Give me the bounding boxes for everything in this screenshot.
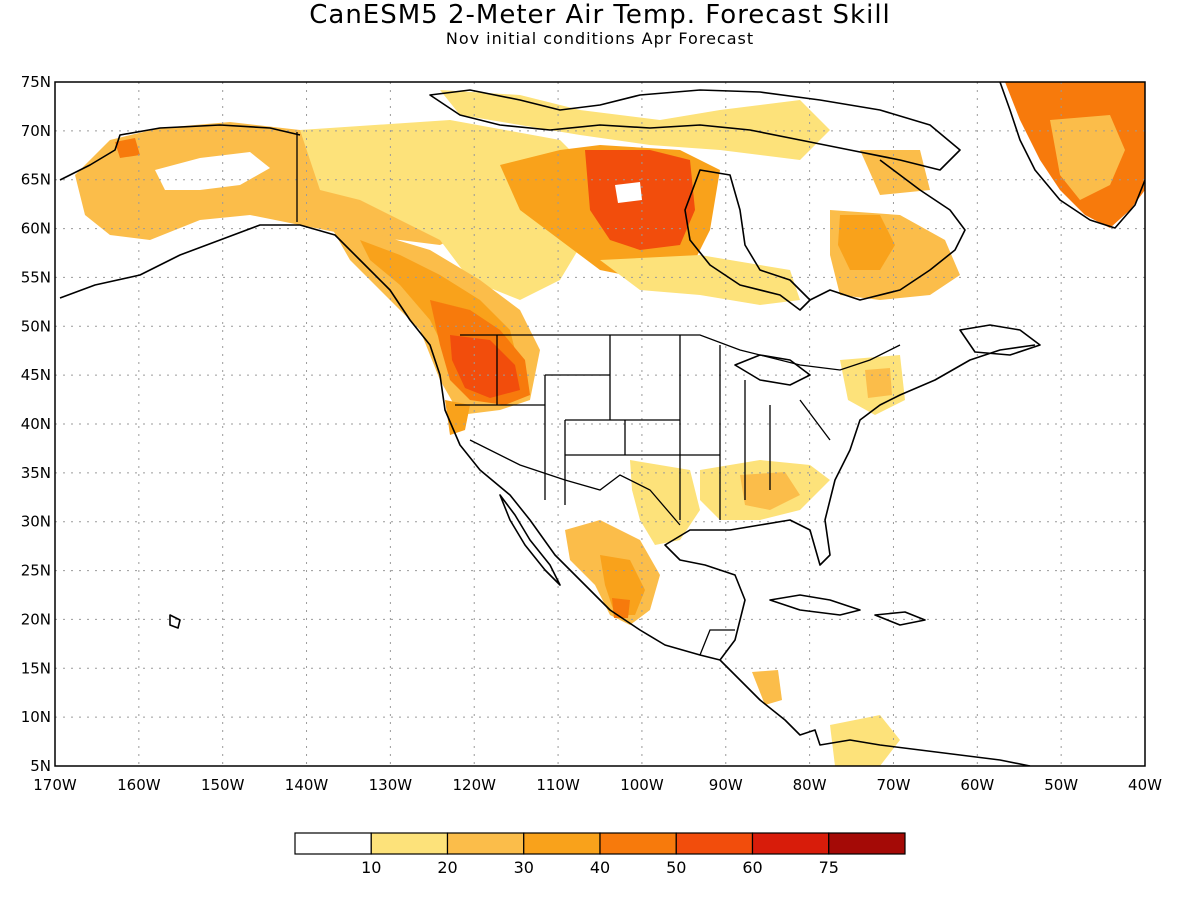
coastline-great-lakes [734,354,811,386]
colorbar-swatch [446,832,525,855]
coastline-baja [499,494,561,586]
skill-shading [75,82,1145,766]
longitude-tick-label: 140W [285,776,329,794]
colorbar-swatch [370,832,449,855]
longitude-tick-label: 70W [877,776,911,794]
latitude-tick-label: 10N [21,708,51,726]
latitude-tick-label: 35N [21,464,51,482]
border-us-canada [460,334,901,371]
coastline-labrador [809,159,966,301]
border-mexico-guatemala [699,629,735,656]
longitude-tick-label: 110W [536,776,580,794]
latitude-tick-label: 75N [21,73,51,91]
colorbar-swatch [523,832,601,855]
coastline-arctic-islands [429,89,961,171]
skill-region-colombia [830,715,900,766]
colorbar-label: 60 [742,858,762,877]
skill-region-mexico-south [612,598,630,618]
coastline-cuba [769,594,861,616]
map-subtitle: Nov initial conditions Apr Forecast [445,29,755,48]
skill-region-alaska-edge [115,138,140,158]
skill-region-baffin [860,150,930,195]
coastline-newfoundland [959,324,1041,356]
longitude-tick-label: 60W [960,776,994,794]
map-graticule [55,82,1145,766]
border-us-mexico [469,439,681,526]
political-boundaries [296,132,901,656]
latitude-tick-label: 15N [21,659,51,677]
latitude-tick-label: 45N [21,366,51,384]
colorbar-label: 50 [666,858,686,877]
coastline-gulf [664,344,1036,661]
skill-region-northeast-core [865,368,892,398]
longitude-tick-label: 90W [709,776,743,794]
coastline-hudson-bay [684,169,811,311]
colorbar-swatch [599,832,677,855]
skill-region-hudson-hole [615,182,642,203]
latitude-tick-label: 60N [21,220,51,238]
colorbar-label: 20 [437,858,457,877]
coastline-alaska-north [59,124,301,181]
latitude-labels: 75N 70N 65N 60N 55N 50N 45N 40N 35N 30N 25N 20N 15N 1… [21,73,51,775]
skill-region-texas [630,460,700,545]
colorbar-swatch [675,832,754,855]
skill-region-alaska-interior [155,152,270,190]
latitude-tick-label: 50N [21,317,51,335]
longitude-tick-label: 170W [33,776,77,794]
skill-region-central-america [752,670,782,705]
latitude-tick-label: 70N [21,122,51,140]
latitude-tick-label: 55N [21,268,51,286]
border-us-states [455,335,831,520]
map-frame [54,81,1146,767]
colorbar-swatch [751,832,830,855]
longitude-tick-label: 160W [117,776,161,794]
colorbar-swatch [828,832,906,855]
longitude-tick-label: 40W [1128,776,1162,794]
map-title: CanESM5 2-Meter Air Temp. Forecast Skill [309,0,891,30]
coastlines [59,82,1145,766]
latitude-tick-label: 40N [21,415,51,433]
longitude-tick-label: 120W [452,776,496,794]
skill-region-pnw-core [450,335,520,398]
colorbar-label: 10 [361,858,381,877]
longitude-labels: 170W 160W 150W 140W 130W 120W 110W 100W 90W 80W 70… [33,776,1162,794]
latitude-tick-label: 30N [21,513,51,531]
skill-region-mexico-core [600,555,645,615]
skill-region-ontario [600,255,800,305]
colorbar-label: 40 [590,858,610,877]
longitude-tick-label: 130W [369,776,413,794]
skill-region-arctic [440,90,830,160]
latitude-tick-label: 65N [21,171,51,189]
latitude-tick-label: 25N [21,562,51,580]
latitude-tick-label: 20N [21,610,51,628]
skill-region-southeast-core [740,472,800,510]
longitude-tick-label: 80W [793,776,827,794]
colorbar-label: 75 [819,858,839,877]
coastline-north-america [59,224,1031,766]
coastline-hispaniola [874,611,926,626]
longitude-tick-label: 100W [620,776,664,794]
coastline-greenland [999,82,1145,229]
longitude-tick-label: 50W [1044,776,1078,794]
latitude-tick-label: 5N [30,757,51,775]
skill-region-greenland-inner [1050,115,1125,200]
colorbar-swatch [294,832,372,855]
colorbar: 10 20 30 40 50 60 75 [294,832,906,877]
coastline-hawaii [169,614,181,629]
colorbar-label: 30 [514,858,534,877]
longitude-tick-label: 150W [201,776,245,794]
